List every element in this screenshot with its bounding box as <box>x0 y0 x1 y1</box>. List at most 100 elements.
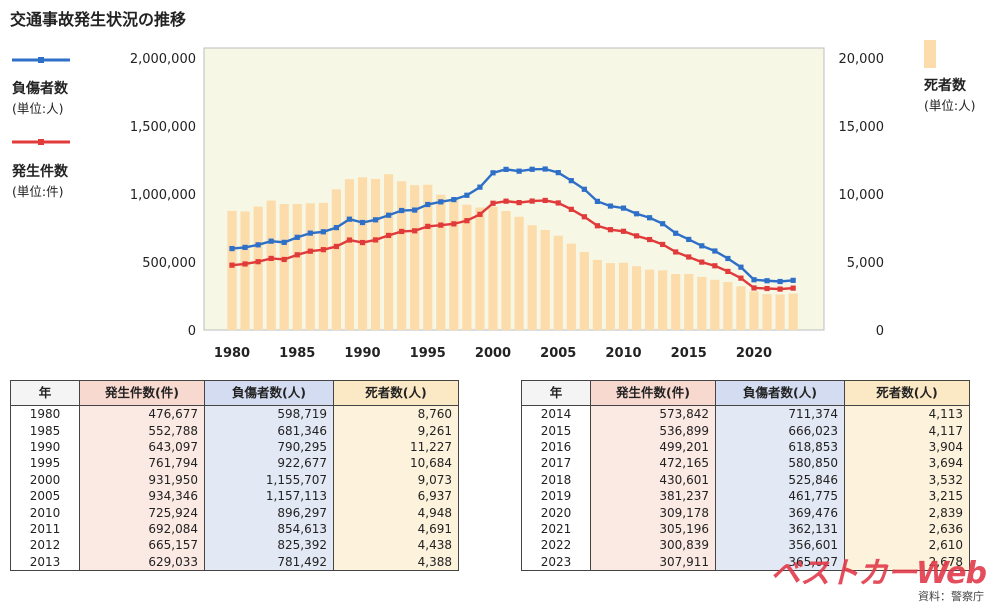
death-bar <box>279 204 289 330</box>
accidents-point <box>790 285 796 291</box>
accidents-point <box>268 255 274 262</box>
x-axis-tick: 2005 <box>540 346 576 361</box>
cell-deaths: 4,117 <box>844 422 970 439</box>
table-row: 1985 552,788 681,346 9,261 <box>10 422 459 439</box>
cell-injured: 461,775 <box>715 487 845 505</box>
right-axis-tick: 5,000 <box>847 256 884 271</box>
cell-accidents: 476,677 <box>79 405 205 423</box>
death-bar <box>436 194 446 330</box>
cell-accidents: 629,033 <box>79 553 205 571</box>
cell-deaths: 3,694 <box>844 455 970 472</box>
watermark-logo: ベストカーWeb <box>770 556 987 591</box>
table-row: 2011 692,084 854,613 4,691 <box>10 520 459 538</box>
death-bar <box>410 185 420 330</box>
accidents-point <box>660 241 666 248</box>
cell-deaths: 11,227 <box>333 438 459 456</box>
death-bar <box>318 202 328 330</box>
death-bar <box>540 229 550 330</box>
injured-point <box>686 236 692 243</box>
death-bar <box>749 291 759 330</box>
left-axis-tick: 2,000,000 <box>130 52 196 67</box>
accidents-point <box>686 254 692 260</box>
cell-deaths: 2,636 <box>844 520 970 538</box>
injured-point <box>425 201 431 208</box>
injured-point <box>399 207 405 214</box>
accidents-point <box>438 222 444 228</box>
death-bar <box>423 184 433 330</box>
injured-point <box>294 234 300 240</box>
accidents-point <box>620 228 627 234</box>
header-deaths: 死者数(人) <box>844 380 970 406</box>
legend-injured: 負傷者数 (単位:人) <box>12 57 70 116</box>
death-bar <box>579 251 589 330</box>
death-bar <box>658 270 668 330</box>
cell-year: 1980 <box>10 405 80 423</box>
injured-point <box>281 239 287 245</box>
death-bar <box>449 198 459 330</box>
table-row: 2016 499,201 618,853 3,904 <box>521 438 970 456</box>
header-deaths: 死者数(人) <box>333 380 459 406</box>
cell-deaths: 4,438 <box>333 537 459 554</box>
injured-point <box>346 216 353 222</box>
death-bar <box>292 204 302 330</box>
cell-accidents: 430,601 <box>590 471 716 488</box>
cell-deaths: 8,760 <box>333 405 459 423</box>
injured-point <box>542 166 548 172</box>
injured-point <box>647 215 653 221</box>
table-row: 2021 305,196 362,131 2,636 <box>521 520 970 538</box>
table-row: 1990 643,097 790,295 11,227 <box>10 438 459 456</box>
cell-injured: 790,295 <box>204 438 334 456</box>
cell-deaths: 4,113 <box>844 405 970 423</box>
table-row: 2005 934,346 1,157,113 6,937 <box>10 487 459 505</box>
accidents-point <box>333 243 339 250</box>
cell-year: 2010 <box>10 504 80 521</box>
injured-point <box>738 264 744 270</box>
cell-accidents: 300,839 <box>590 537 716 554</box>
death-bar <box>566 243 576 330</box>
x-axis-tick: 2020 <box>736 346 772 361</box>
table-row: 2012 665,157 825,392 4,438 <box>10 537 459 554</box>
cell-year: 2005 <box>10 487 80 505</box>
death-bar <box>736 286 746 330</box>
cell-injured: 681,346 <box>204 422 334 439</box>
combo-chart: 2,000,000 1,500,000 1,000,000 500,000 0 20,0… <box>11 40 975 361</box>
accidents-point <box>490 200 496 206</box>
death-bar <box>605 263 616 330</box>
cell-injured: 666,023 <box>715 422 845 439</box>
injured-point <box>581 186 587 192</box>
accidents-point <box>386 232 392 239</box>
accidents-point <box>568 206 574 212</box>
data-table-right: 年 発生件数(件) 負傷者数(人) 死者数(人) 2014 573,842 711,… <box>521 380 970 571</box>
accidents-point <box>594 223 600 229</box>
accidents-point <box>320 247 326 253</box>
cell-injured: 365,027 <box>715 553 845 571</box>
injured-point <box>477 184 483 190</box>
death-bar <box>384 174 394 330</box>
accidents-point <box>555 200 561 206</box>
cell-deaths: 2,839 <box>844 504 970 521</box>
cell-deaths: 3,904 <box>844 438 970 456</box>
cell-injured: 711,374 <box>715 405 845 423</box>
accidents-point <box>607 227 614 233</box>
accidents-point <box>712 263 718 269</box>
cell-accidents: 305,196 <box>590 520 716 538</box>
cell-deaths: 10,684 <box>333 455 459 472</box>
death-bar <box>475 207 485 330</box>
death-bar <box>775 294 785 330</box>
cell-accidents: 499,201 <box>590 438 716 456</box>
cell-year: 1995 <box>10 455 80 472</box>
death-bar <box>397 181 407 330</box>
injured-point <box>438 199 444 205</box>
injured-point <box>372 217 379 223</box>
cell-accidents: 552,788 <box>79 422 205 439</box>
table-row: 2022 300,839 356,601 2,610 <box>521 537 970 554</box>
injured-point <box>320 229 326 235</box>
death-bar <box>553 235 563 330</box>
accidents-point <box>294 252 300 258</box>
cell-year: 1985 <box>10 422 80 439</box>
injured-point <box>633 211 640 217</box>
table-row: 2013 629,033 781,492 4,388 <box>10 553 459 571</box>
accidents-point <box>751 285 757 291</box>
accidents-point <box>399 228 405 235</box>
right-axis-tick: 0 <box>876 324 884 339</box>
